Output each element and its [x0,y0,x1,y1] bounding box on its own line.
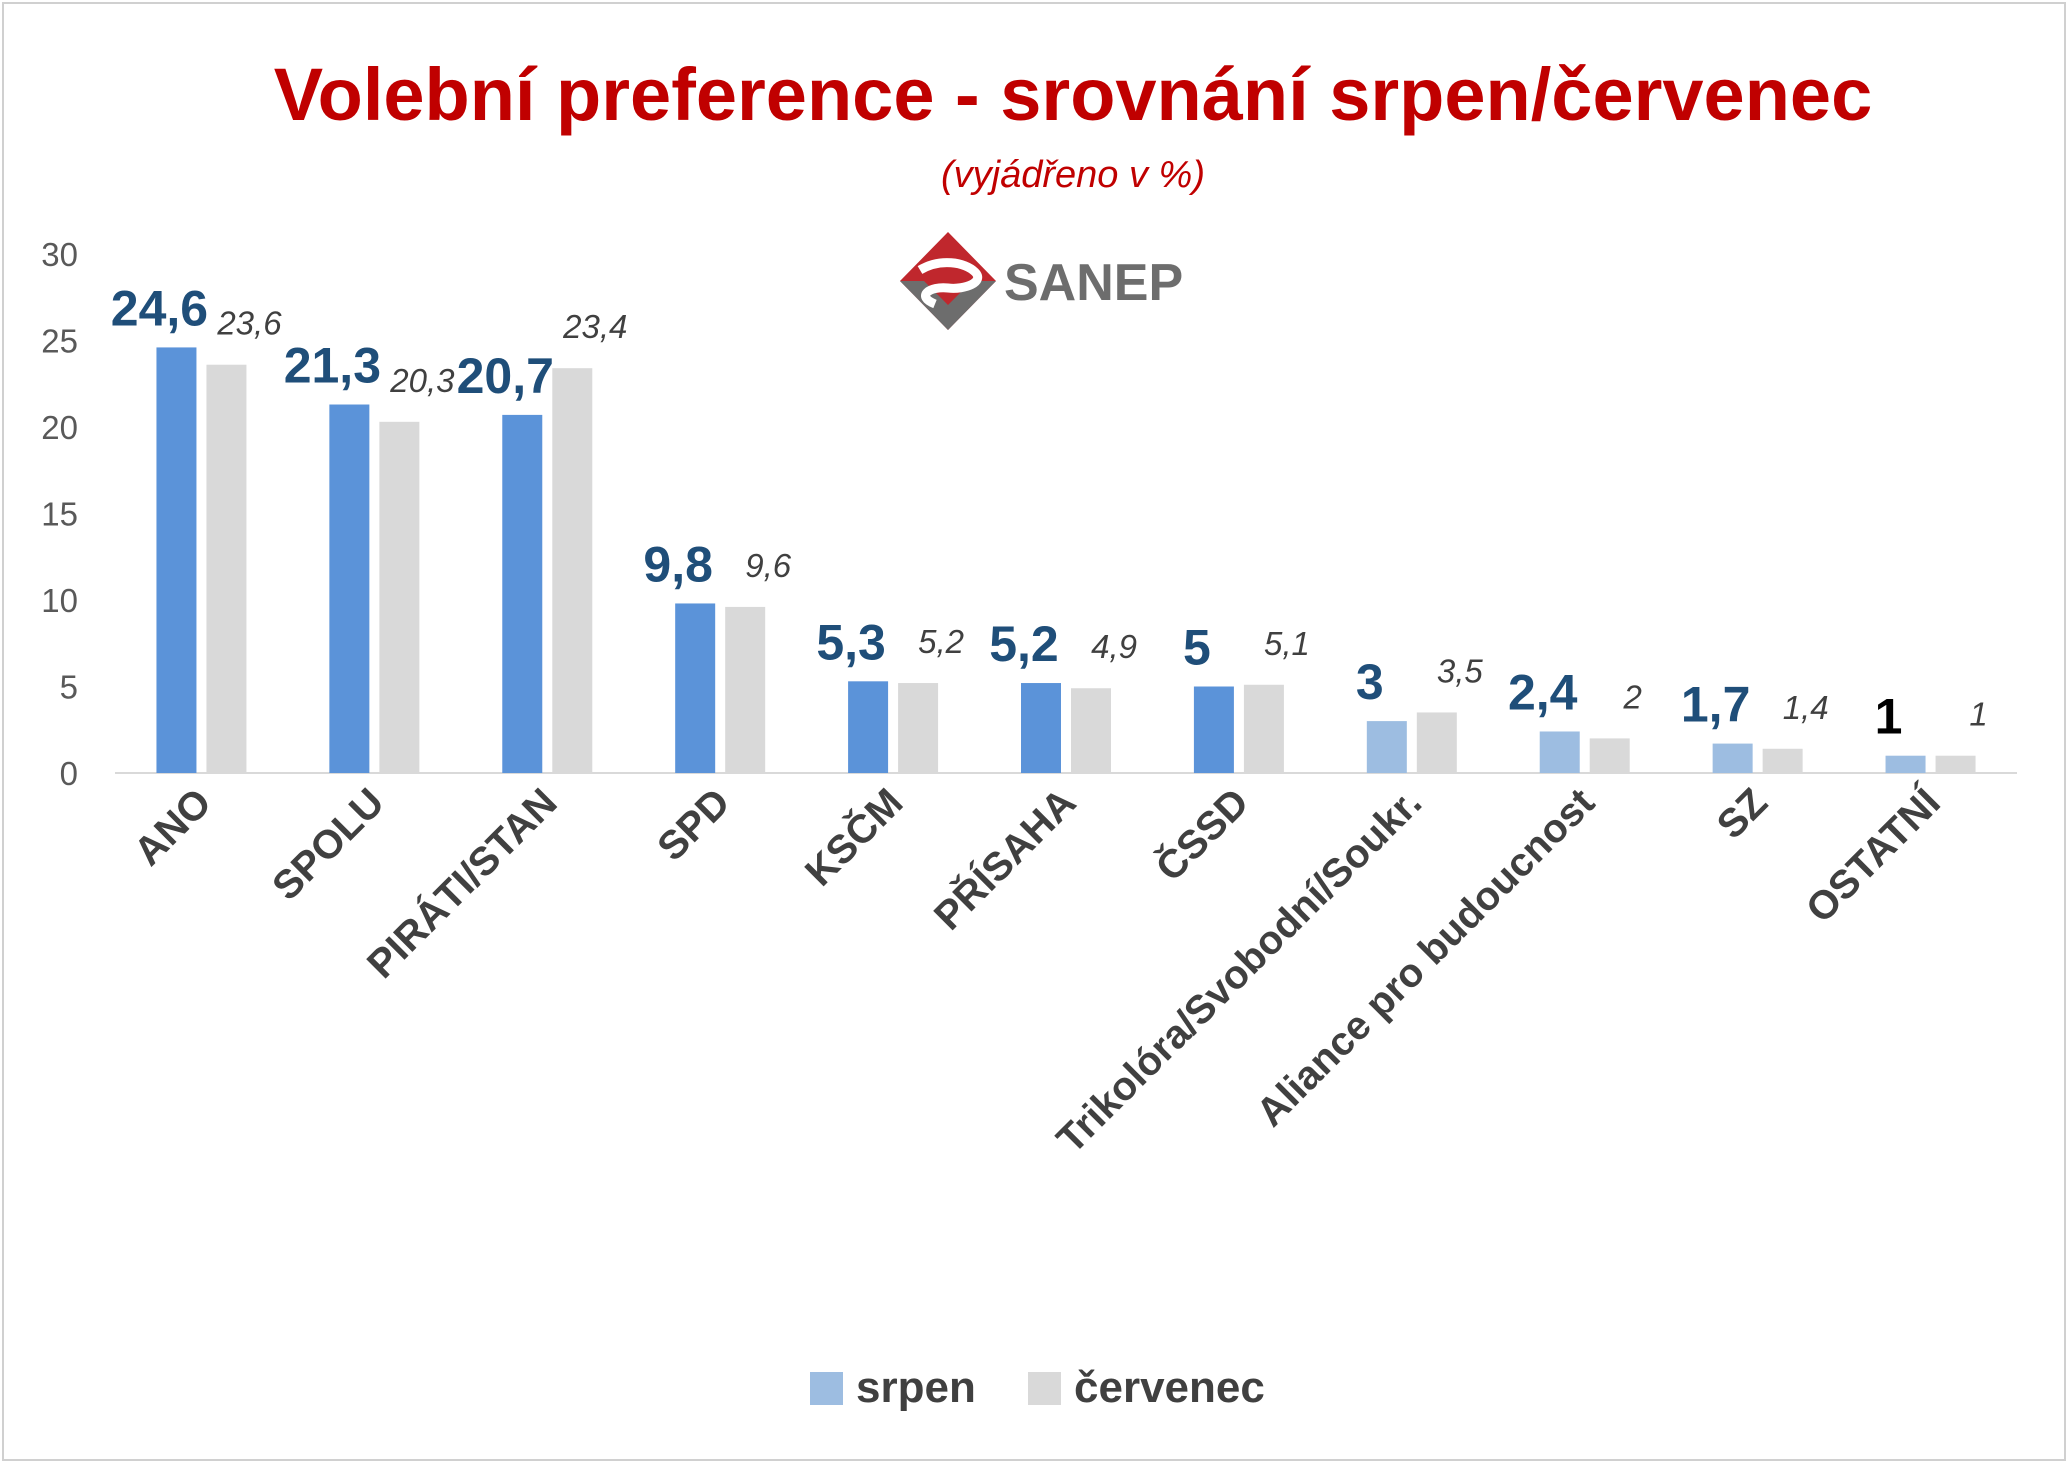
x-tick-label: PŘÍSAHA [925,779,1085,939]
legend-label-cervenec: červenec [1074,1363,1265,1412]
x-tick-label: KSČM [796,779,912,895]
chart-title: Volební preference - srovnání srpen/červ… [274,53,1872,136]
x-tick-label: OSTATNÍ [1797,779,1949,931]
x-tick-label: SZ [1709,780,1776,847]
data-label-cervenec: 2 [1623,678,1642,715]
bar-srpen [675,603,716,773]
data-label-srpen: 3 [1356,654,1384,710]
data-label-cervenec: 23,6 [216,305,282,342]
x-tick-label: ČSSD [1146,779,1257,890]
sanep-logo-icon [900,232,996,330]
data-label-srpen: 21,3 [284,338,381,394]
data-label-srpen: 2,4 [1508,664,1578,720]
x-tick-label: ANO [126,780,220,874]
sanep-logo: SANEP [900,232,1183,330]
x-tick-label: Aliance pro budoucnost [1248,780,1603,1135]
bar-srpen [1539,731,1580,773]
y-tick-label: 15 [41,496,78,533]
x-tick-label: SPOLU [264,780,393,909]
data-label-cervenec: 3,5 [1437,652,1484,689]
data-label-cervenec: 20,3 [389,362,455,399]
bar-srpen [1193,686,1234,773]
data-label-cervenec: 4,9 [1091,628,1137,665]
bar-cervenec [725,606,766,773]
data-label-srpen: 20,7 [457,348,554,404]
legend-swatch-cervenec [1028,1372,1061,1405]
y-tick-label: 25 [41,323,78,360]
bar-cervenec [1416,712,1457,773]
x-tick-label: Trikolóra/Svobodní/Soukr. [1049,780,1431,1162]
bar-srpen [329,404,370,773]
bar-srpen [1021,683,1061,773]
data-label-srpen: 24,6 [111,280,208,336]
bar-cervenec [379,421,420,773]
x-tick-label: SPD [649,780,738,869]
bar-srpen [156,347,197,773]
bar-cervenec [1935,755,1976,773]
bar-srpen [502,414,543,773]
data-label-cervenec: 23,4 [562,308,627,345]
legend-item-cervenec: červenec [1028,1363,1265,1412]
data-label-cervenec: 9,6 [745,547,792,584]
legend-item-srpen: srpen [810,1363,976,1412]
bar-cervenec [1762,748,1803,773]
data-label-cervenec: 1 [1969,696,1987,733]
bar-cervenec [1071,688,1111,773]
data-label-cervenec: 5,1 [1264,625,1310,662]
data-label-srpen: 5 [1183,620,1211,676]
bar-cervenec [898,683,939,773]
bar-srpen [1366,721,1407,773]
data-label-srpen: 5,2 [989,616,1059,672]
data-label-cervenec: 5,2 [918,623,964,660]
legend-swatch-srpen [810,1372,843,1405]
bar-cervenec [1589,738,1630,773]
y-tick-label: 30 [41,236,78,273]
data-label-srpen: 9,8 [643,536,713,592]
legend-label-srpen: srpen [856,1363,976,1412]
data-labels: 24,6 23,621,3 20,3 20,723,4 9,8 9,6 5,3 5,2 5,2 4… [111,280,1988,744]
y-tick-label: 10 [41,582,78,619]
y-axis: 0 5 10 15 20 25 30 [41,236,78,792]
bar-srpen [848,681,889,773]
legend: srpen červenec [810,1363,1265,1412]
bars [156,347,1976,773]
data-label-srpen: 1 [1875,689,1903,745]
bar-cervenec [552,368,593,773]
y-tick-label: 0 [60,755,78,792]
sanep-logo-text: SANEP [1004,254,1183,312]
y-tick-label: 5 [60,669,78,706]
y-tick-label: 20 [41,409,78,446]
bar-cervenec [1243,684,1284,773]
bar-srpen [1885,755,1926,773]
bar-srpen [1712,743,1753,773]
data-label-srpen: 1,7 [1681,677,1751,733]
chart-subtitle: (vyjádřeno v %) [941,154,1205,196]
data-label-srpen: 5,3 [816,614,886,670]
bar-cervenec [206,364,247,773]
data-label-cervenec: 1,4 [1783,689,1829,726]
